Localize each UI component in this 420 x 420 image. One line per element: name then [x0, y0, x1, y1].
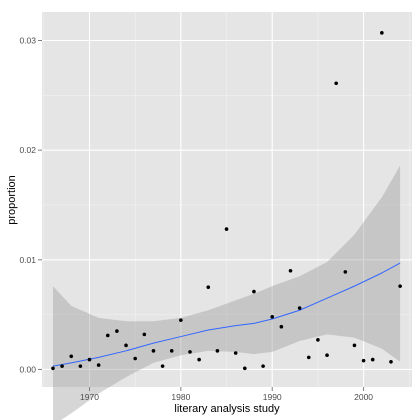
confidence-band-layer	[52, 165, 401, 420]
data-point	[352, 343, 357, 348]
data-point	[151, 349, 156, 353]
data-point	[142, 332, 147, 337]
data-point	[243, 366, 247, 371]
data-point	[297, 306, 302, 310]
data-point	[261, 364, 265, 368]
gridlines	[42, 12, 412, 387]
data-point	[169, 349, 174, 353]
y-axis-ticks: 0.00 0.01 0.02 0.03	[19, 36, 42, 374]
data-point	[96, 363, 101, 367]
data-point	[389, 359, 393, 364]
data-point	[206, 285, 211, 290]
data-point	[160, 364, 165, 368]
data-point	[124, 343, 128, 348]
data-point	[69, 354, 74, 359]
data-point	[316, 338, 320, 342]
data-point	[343, 270, 348, 274]
data-points	[51, 31, 402, 371]
data-point	[87, 357, 92, 362]
confidence-band	[52, 165, 401, 420]
data-point	[51, 366, 55, 371]
data-point	[179, 318, 183, 322]
x-tick-label: 1990	[263, 392, 282, 402]
data-point	[398, 284, 402, 288]
y-tick-label: 0.02	[19, 145, 36, 155]
x-tick-label: 2000	[354, 392, 373, 402]
data-point	[188, 350, 192, 354]
smooth-line	[52, 262, 401, 367]
x-axis-ticks: 1970 1980 1990 2000	[80, 387, 373, 402]
data-point	[325, 353, 329, 358]
data-point	[197, 357, 201, 362]
data-point	[370, 357, 375, 362]
data-point	[334, 81, 338, 86]
x-axis-title: literary analysis study	[174, 403, 280, 415]
y-tick-label: 0.03	[19, 36, 36, 46]
data-point	[224, 227, 229, 231]
y-axis-title: proportion	[6, 175, 18, 225]
data-point	[380, 31, 384, 35]
x-tick-label: 1970	[80, 392, 99, 402]
data-point	[361, 358, 366, 363]
data-point	[115, 329, 119, 333]
data-point	[60, 364, 64, 368]
data-point	[215, 349, 220, 353]
data-point	[279, 324, 284, 329]
y-tick-label: 0.01	[19, 255, 36, 265]
data-point	[306, 355, 311, 360]
data-point	[133, 356, 137, 361]
y-tick-label: 0.00	[19, 364, 36, 374]
x-tick-label: 1980	[171, 392, 190, 402]
panel-background	[42, 12, 412, 387]
data-point	[288, 268, 293, 273]
data-point	[233, 351, 238, 355]
smooth-line-layer	[52, 262, 401, 367]
data-point	[78, 364, 83, 368]
data-point	[252, 289, 256, 294]
data-point	[270, 315, 275, 319]
data-point	[105, 333, 110, 338]
